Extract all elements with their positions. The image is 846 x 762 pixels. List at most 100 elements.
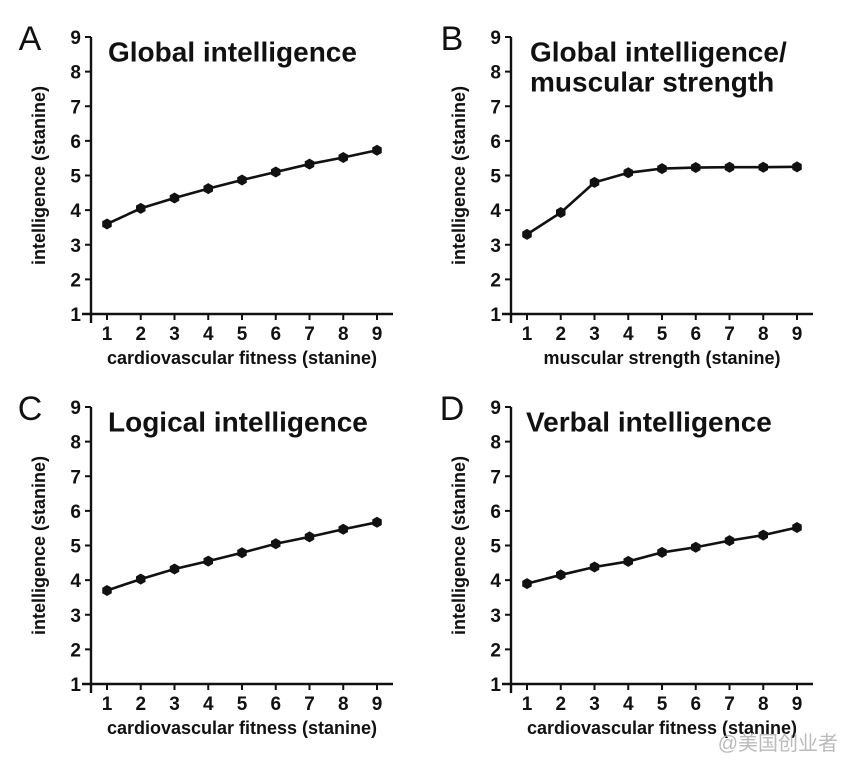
y-tick-label: 5 [70,537,81,558]
panel-letter: B [441,20,464,58]
panel-title: Global intelligence [108,36,357,67]
y-tick-label: 5 [70,167,81,188]
panel-letter: A [19,20,42,58]
data-point [304,531,315,543]
data-point [724,161,735,173]
series-line [106,148,378,226]
panel-title: Verbal intelligence [526,406,772,437]
x-tick-label: 1 [102,694,113,715]
x-tick-label: 6 [690,694,701,715]
data-point [522,228,532,240]
panel-title: Logical intelligence [108,406,368,437]
x-tick-label: 9 [372,694,383,715]
chart-panel-b: B Global intelligence/muscular strength 1 2… [441,20,813,368]
chart-panels: A Global intelligence 1 2 3 4 5 6 7 8 9 1 2 3 4 5 6 7 8 9 ca… [18,20,813,738]
x-tick-label: 4 [203,694,214,715]
y-tick-label: 8 [490,433,501,454]
y-tick-label: 8 [70,433,81,454]
x-tick-label: 4 [203,324,214,345]
chart-panel-d: D Verbal intelligence 1 2 3 4 5 6 7 8 9 1 2 3 4 5 6 7 8 9 ca… [440,390,813,738]
y-tick-label: 3 [490,236,501,257]
x-tick-label: 8 [758,324,769,345]
y-tick-label: 1 [70,675,81,696]
x-tick-label: 2 [135,324,146,345]
y-tick-label: 2 [490,270,501,291]
y-tick-label: 2 [490,640,501,661]
x-tick-label: 7 [724,694,735,715]
data-point [203,555,214,567]
x-tick-label: 8 [758,694,769,715]
y-tick-label: 3 [70,606,81,627]
data-point [623,167,634,179]
data-point [724,535,735,547]
data-point [522,578,532,590]
y-tick-label: 5 [490,537,501,558]
y-tick-label: 2 [70,270,81,291]
data-point [203,183,214,195]
y-tick-label: 4 [490,571,501,592]
data-point [657,163,667,175]
data-point [589,561,600,573]
data-point [135,202,146,214]
x-tick-label: 7 [304,694,315,715]
y-tick-label: 9 [490,398,501,419]
y-tick-label: 1 [70,305,81,326]
y-tick-label: 7 [490,97,501,118]
panel-title: Global intelligence/ [530,36,787,67]
data-point [792,161,802,173]
data-point [304,158,315,170]
y-tick-label: 2 [70,640,81,661]
chart-panel-c: C Logical intelligence 1 2 3 4 5 6 7 8 9 1 2 3 4 5 6 7 8 9 c… [18,390,393,738]
x-axis-label: muscular strength (stanine) [543,348,780,368]
data-point [555,207,566,219]
panel-letter: D [440,390,465,428]
y-tick-label: 9 [70,398,81,419]
y-tick-label: 3 [490,606,501,627]
watermark-text: @美国创业者 [718,732,838,755]
data-point [102,218,112,230]
data-point [657,546,667,558]
data-point [237,174,247,186]
data-point [270,538,281,550]
x-tick-label: 9 [792,324,803,345]
x-axis-label: cardiovascular fitness (stanine) [107,348,377,368]
panel-title: muscular strength [530,66,774,97]
y-axis-label: intelligence (stanine) [29,456,49,635]
x-tick-label: 3 [169,694,180,715]
panel-letter: C [18,390,43,428]
y-tick-label: 8 [490,63,501,84]
y-tick-label: 7 [70,97,81,118]
x-tick-label: 2 [135,694,146,715]
data-point [792,522,802,533]
y-axis-label: intelligence (stanine) [449,456,469,635]
data-point [589,176,600,188]
y-axis-label: intelligence (stanine) [29,86,49,265]
y-tick-label: 1 [490,305,501,326]
x-tick-label: 3 [589,694,600,715]
data-point [758,161,769,173]
x-tick-label: 8 [338,324,349,345]
data-point [338,523,349,535]
data-point [169,563,180,575]
x-tick-label: 6 [690,324,701,345]
x-tick-label: 5 [657,324,668,345]
series-line [526,165,798,236]
data-point [237,547,247,559]
y-tick-label: 9 [70,28,81,49]
x-tick-label: 2 [555,694,566,715]
data-point [338,152,349,163]
data-point [690,162,701,174]
x-tick-label: 4 [623,694,634,715]
x-tick-label: 6 [270,694,281,715]
y-tick-label: 3 [70,236,81,257]
y-tick-label: 6 [70,132,81,153]
x-tick-label: 3 [589,324,600,345]
data-point [555,569,566,581]
y-tick-label: 1 [490,675,501,696]
y-tick-label: 9 [490,28,501,49]
x-tick-label: 3 [169,324,180,345]
x-tick-label: 4 [623,324,634,345]
y-tick-label: 8 [70,63,81,84]
x-tick-label: 9 [792,694,803,715]
